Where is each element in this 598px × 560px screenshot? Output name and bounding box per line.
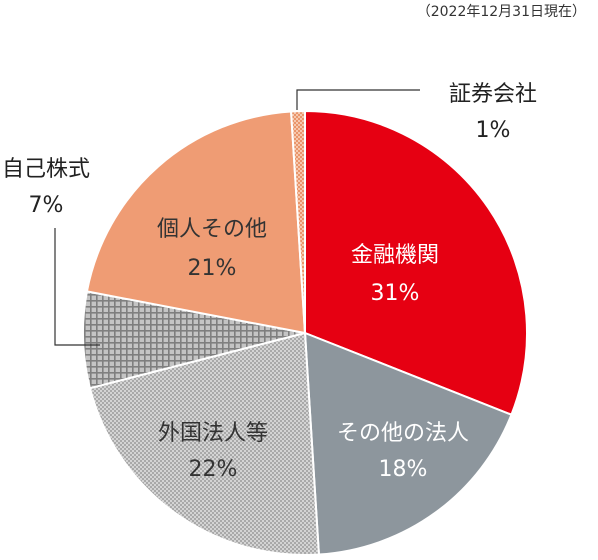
as-of-note: （2022年12月31日現在） (417, 4, 586, 20)
slice-individuals-others (85, 110, 307, 335)
slice-value-foreign-corporations: 22% (189, 457, 238, 482)
slice-foreign-corporations (88, 331, 321, 556)
slice-financial-institutions (304, 109, 528, 417)
slice-label-other-corporations: その他の法人 (337, 421, 469, 446)
slice-value-securities-companies: 1% (476, 118, 511, 143)
pie-slices (82, 109, 528, 556)
slice-value-treasury-stock: 7% (29, 193, 64, 218)
leader-lines (54, 89, 420, 346)
slice-label-financial-institutions: 金融機関 (351, 243, 439, 268)
slice-label-securities-companies: 証券会社 (449, 82, 537, 107)
slice-label-foreign-corporations: 外国法人等 (158, 421, 268, 446)
slice-value-financial-institutions: 31% (371, 281, 420, 306)
slice-value-individuals-others: 21% (188, 256, 237, 281)
leader-line-securities-companies (296, 89, 420, 110)
slice-labels: 金融機関 31% その他の法人 18% 外国法人等 22% 自己株式 7% 個人その他 21% 証券… (2, 82, 537, 482)
slice-label-treasury-stock: 自己株式 (2, 157, 90, 182)
slice-securities-companies (289, 109, 306, 334)
slice-label-individuals-others: 個人その他 (157, 217, 267, 242)
slice-value-other-corporations: 18% (379, 457, 428, 482)
leader-line-treasury-stock (54, 228, 100, 346)
slice-other-corporations (303, 331, 513, 556)
